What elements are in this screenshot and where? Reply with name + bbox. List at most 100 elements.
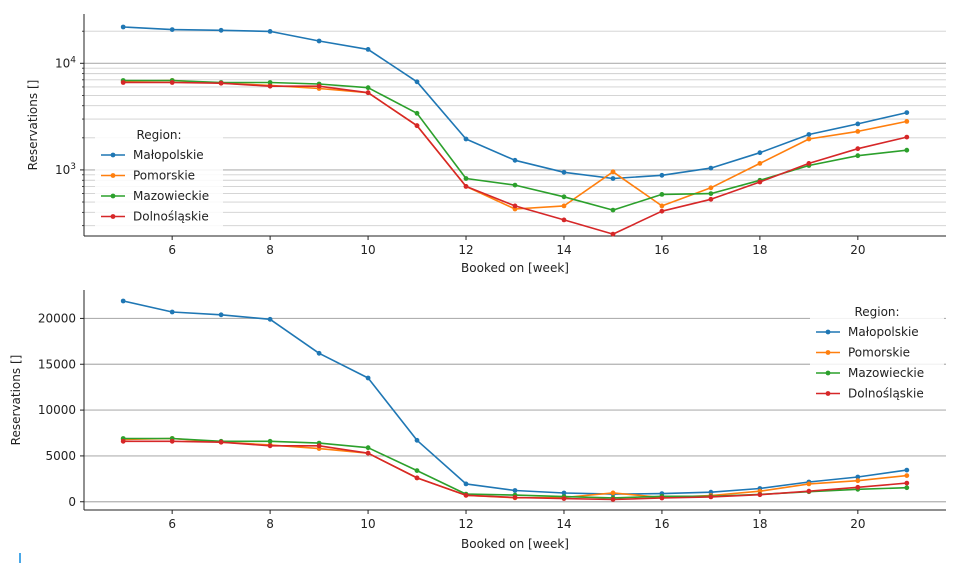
data-point: [414, 475, 420, 481]
data-point: [365, 90, 371, 96]
data-point: [463, 492, 469, 498]
legend-marker: [110, 193, 116, 199]
data-point: [904, 473, 910, 478]
y-tick-label: 10000: [38, 403, 76, 417]
data-point: [904, 119, 910, 124]
x-tick-label: 20: [850, 517, 865, 531]
data-point: [463, 136, 469, 142]
data-point: [855, 478, 861, 484]
y-tick-label: 103: [55, 162, 76, 177]
data-point: [267, 443, 273, 449]
log-scale-chart: 6 8 10 12 14 16 18 20 103 104 Booked on [week] Rese…: [26, 14, 946, 275]
data-point: [757, 492, 763, 498]
x-tick-label: 18: [752, 243, 767, 257]
data-point: [855, 121, 861, 127]
y-tick-label: 5000: [45, 449, 76, 463]
data-point: [267, 83, 273, 89]
data-point: [708, 165, 714, 171]
data-point: [120, 80, 126, 85]
legend-label: Pomorskie: [133, 169, 195, 183]
gridlines: [84, 30, 946, 227]
y-tick-label: 15000: [38, 357, 76, 371]
data-point: [904, 147, 910, 153]
legend-marker: [825, 370, 831, 376]
data-point: [904, 134, 910, 140]
data-point: [512, 488, 518, 493]
x-tick-label: 8: [266, 243, 274, 257]
data-point: [365, 445, 371, 451]
data-point: [463, 184, 469, 189]
y-tick-label: 20000: [38, 311, 76, 325]
x-tick-label: 14: [556, 517, 571, 531]
legend-marker: [110, 152, 116, 158]
x-axis-label: Booked on [week]: [461, 261, 569, 275]
data-point: [757, 161, 763, 166]
data-point: [708, 191, 714, 197]
series-dolnolskie: [120, 80, 910, 237]
data-point: [512, 495, 518, 500]
x-tick-label: 6: [168, 517, 176, 531]
data-point: [463, 481, 469, 487]
data-point: [267, 29, 273, 34]
data-point: [169, 309, 175, 315]
data-point: [365, 375, 371, 381]
data-point: [316, 350, 322, 356]
data-point: [659, 495, 665, 501]
data-point: [855, 474, 861, 480]
data-point: [218, 312, 224, 318]
legend-label: Dolnośląskie: [848, 387, 924, 401]
data-point: [218, 439, 224, 445]
data-point: [561, 217, 567, 223]
data-point: [169, 80, 175, 85]
data-point: [659, 203, 665, 209]
data-point: [904, 480, 910, 486]
y-tick-label: 104: [55, 55, 76, 70]
x-axis-label: Booked on [week]: [461, 537, 569, 551]
legend-marker: [825, 350, 831, 355]
data-point: [120, 438, 126, 444]
data-point: [708, 494, 714, 500]
data-point: [365, 450, 371, 456]
data-point: [855, 146, 861, 152]
data-point: [904, 110, 910, 115]
data-point: [757, 179, 763, 185]
data-point: [610, 207, 616, 213]
data-point: [512, 157, 518, 163]
legend-label: Dolnośląskie: [133, 210, 209, 224]
legend-title: Region:: [854, 305, 899, 319]
data-point: [708, 489, 714, 495]
data-point: [414, 123, 420, 129]
x-tick-label: 6: [168, 243, 176, 257]
legend-marker: [110, 173, 116, 178]
data-point: [708, 196, 714, 202]
x-tick-label: 12: [458, 517, 473, 531]
data-point: [561, 203, 567, 209]
data-point: [463, 176, 469, 181]
data-point: [855, 153, 861, 159]
data-point: [806, 481, 812, 487]
data-point: [904, 485, 910, 491]
data-point: [218, 80, 224, 86]
legend-title: Region:: [136, 128, 181, 142]
data-point: [659, 192, 665, 197]
data-point: [561, 490, 567, 496]
data-point: [855, 129, 861, 134]
data-point: [659, 172, 665, 178]
data-point: [610, 231, 616, 237]
legend-marker: [825, 329, 831, 335]
series-line: [123, 79, 907, 210]
series-pomorskie: [120, 78, 910, 212]
series-line: [123, 26, 907, 180]
data-point: [610, 176, 616, 181]
legend: Region: Małopolskie Pomorskie Mazowieckie Do…: [95, 123, 223, 227]
data-point: [267, 316, 273, 322]
series-dolnolskie: [120, 438, 910, 502]
legend-marker: [110, 214, 116, 219]
data-point: [316, 443, 322, 449]
data-point: [806, 488, 812, 494]
data-point: [120, 298, 126, 304]
data-point: [806, 161, 812, 166]
y-tick-label: 0: [68, 495, 76, 509]
x-tick-label: 16: [654, 517, 669, 531]
data-point: [365, 47, 371, 52]
